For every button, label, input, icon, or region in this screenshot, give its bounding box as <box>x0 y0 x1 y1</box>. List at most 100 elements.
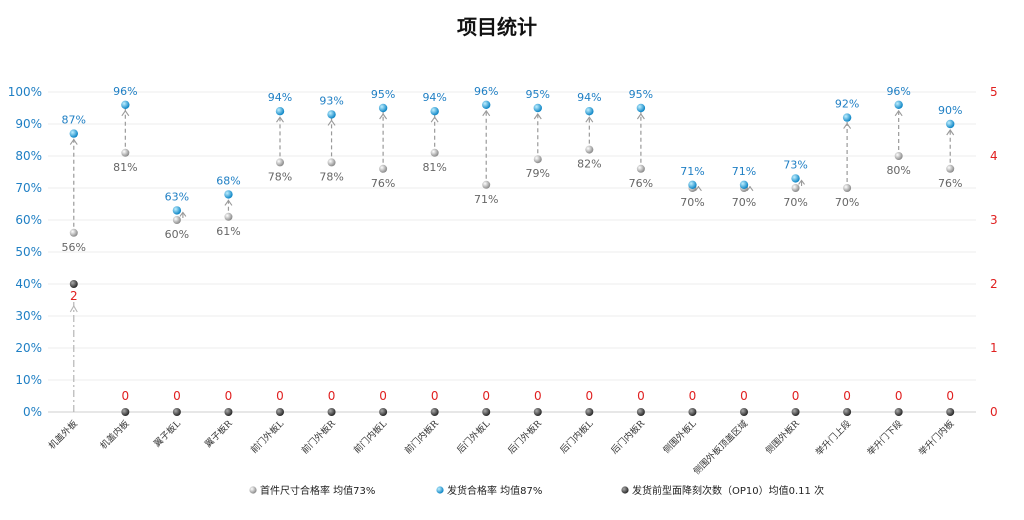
label-first-piece: 70% <box>732 196 756 209</box>
point-first-piece <box>946 164 955 173</box>
label-delivery: 90% <box>938 104 962 117</box>
point-first-piece <box>482 180 491 189</box>
point-first-piece <box>327 158 336 167</box>
label-op10: 0 <box>276 389 284 403</box>
category-label: 前门内板L <box>351 418 389 456</box>
y-right-tick-label: 3 <box>990 213 998 227</box>
label-delivery: 96% <box>113 85 137 98</box>
point-delivery <box>533 103 542 113</box>
label-delivery: 87% <box>62 114 86 127</box>
y-right-tick-label: 5 <box>990 85 998 99</box>
label-first-piece: 81% <box>422 161 446 174</box>
label-op10: 0 <box>740 389 748 403</box>
label-first-piece: 78% <box>268 170 292 183</box>
y-left-tick-label: 80% <box>15 149 42 163</box>
point-first-piece <box>172 216 181 224</box>
y-left-tick-label: 90% <box>15 117 42 131</box>
label-op10: 0 <box>586 389 594 403</box>
category-label: 后门内板L <box>557 418 595 456</box>
legend-marker <box>621 486 629 494</box>
label-op10: 0 <box>173 389 181 403</box>
point-op10 <box>69 280 78 288</box>
point-op10 <box>533 408 542 416</box>
tick-layer: 0% 10% 20% 30% 40% 50% 60% 70% 80% 90% 100% 0 1 2 3 4 5 <box>8 85 998 419</box>
label-op10: 0 <box>328 389 336 403</box>
label-op10: 0 <box>637 389 645 403</box>
category-label: 举升门内板 <box>916 418 956 458</box>
label-delivery: 94% <box>268 91 292 104</box>
label-first-piece: 81% <box>113 161 137 174</box>
connector-arrow-head <box>327 119 336 126</box>
y-right-tick-label: 1 <box>990 341 998 355</box>
connector-arrow <box>695 185 702 192</box>
point-delivery <box>172 206 182 215</box>
label-delivery: 92% <box>835 98 859 111</box>
y-left-tick-label: 10% <box>15 373 42 387</box>
category-label: 翼子板R <box>202 417 235 450</box>
label-op10: 0 <box>431 389 439 403</box>
point-op10 <box>379 408 388 416</box>
point-delivery <box>482 100 491 110</box>
point-first-piece <box>121 148 130 157</box>
category-label: 机盖内板 <box>98 418 132 452</box>
point-first-piece <box>224 212 233 221</box>
point-delivery <box>275 107 285 116</box>
connector-arrow-head <box>843 122 852 129</box>
label-first-piece: 70% <box>835 196 859 209</box>
category-label: 翼子板L <box>151 418 183 450</box>
label-op10: 0 <box>792 389 800 403</box>
label-first-piece: 79% <box>526 167 550 180</box>
label-first-piece: 82% <box>577 158 601 171</box>
category-label: 侧围外板L <box>660 418 698 456</box>
category-label: 机盖外板 <box>46 418 80 452</box>
y-left-tick-label: 40% <box>15 277 42 291</box>
point-first-piece <box>430 148 439 157</box>
label-delivery: 63% <box>165 190 189 203</box>
point-op10 <box>430 408 439 416</box>
label-first-piece: 56% <box>62 241 86 254</box>
label-delivery: 96% <box>886 85 910 98</box>
label-op10: 2 <box>70 289 78 303</box>
connector-arrow-head <box>69 138 78 145</box>
point-delivery <box>224 190 233 199</box>
label-op10: 0 <box>379 389 387 403</box>
point-op10 <box>791 408 800 416</box>
point-first-piece <box>585 145 594 154</box>
legend-marker <box>249 486 257 494</box>
label-delivery: 94% <box>577 91 601 104</box>
y-right-tick-label: 0 <box>990 405 998 419</box>
category-label: 前门内板R <box>402 417 441 456</box>
legend-entry: 首件尺寸合格率 均值73% <box>260 484 375 497</box>
label-delivery: 93% <box>319 94 343 107</box>
point-delivery <box>636 103 646 113</box>
category-label: 前门外板R <box>299 417 338 456</box>
point-op10 <box>946 408 955 416</box>
y-right-tick-label: 2 <box>990 277 998 291</box>
label-first-piece: 70% <box>680 196 704 209</box>
point-delivery <box>327 110 336 119</box>
label-op10: 0 <box>689 389 697 403</box>
point-delivery <box>894 100 903 110</box>
legend-entry: 发货合格率 均值87% <box>447 484 542 497</box>
label-op10: 0 <box>843 389 851 403</box>
point-delivery <box>946 119 955 129</box>
point-delivery <box>688 180 697 189</box>
point-delivery <box>69 129 78 138</box>
label-op10: 0 <box>225 389 233 403</box>
y-left-tick-label: 70% <box>15 181 42 195</box>
category-label: 侧围外板顶盖区域 <box>691 418 750 477</box>
connector-arrow <box>798 179 805 186</box>
label-first-piece: 70% <box>783 196 807 209</box>
category-label: 举升门下段 <box>864 418 904 458</box>
connector-layer <box>69 104 955 412</box>
drop-line-head <box>69 304 78 313</box>
y-left-tick-label: 30% <box>15 309 42 323</box>
point-first-piece <box>636 164 645 173</box>
point-delivery <box>585 107 594 116</box>
point-op10 <box>740 408 748 416</box>
label-first-piece: 60% <box>165 228 189 241</box>
connector-arrow-head <box>430 116 439 123</box>
label-first-piece: 80% <box>886 164 910 177</box>
